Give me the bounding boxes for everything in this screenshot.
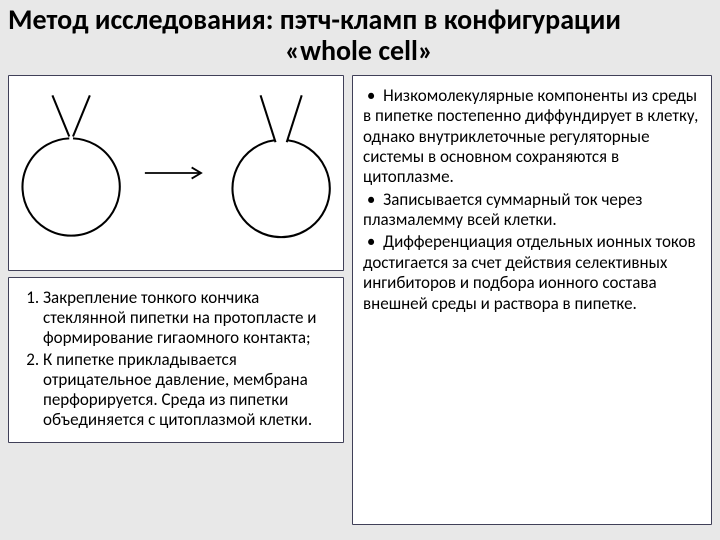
title-line2: «whole cell» [8,35,710,66]
arrow-icon [143,163,208,183]
diagram-cell-attached [15,88,127,258]
bullet-dot-icon: • [367,189,379,210]
bullet-item: • Записывается суммарный ток через плазм… [363,190,701,231]
bullet-item: • Низкомолекулярные компоненты из среды … [363,86,701,188]
title-line1: Метод исследования: пэтч-кламп в конфигу… [8,2,621,37]
slide: Метод исследования: пэтч-кламп в конфигу… [0,0,720,540]
bullet-text: Записывается суммарный ток через плазмал… [363,189,642,230]
steps-box: Закрепление тонкого кончика стеклянной п… [8,277,344,443]
diagram-cell-wholecell [225,88,337,258]
bullet-dot-icon: • [367,85,379,106]
figure-box [8,75,344,271]
bullet-item: • Дифференциация отдельных ионных токов … [363,232,701,314]
step-item: Закрепление тонкого кончика стеклянной п… [43,288,333,348]
bullet-text: Дифференциация отдельных ионных токов до… [363,231,696,313]
steps-list: Закрепление тонкого кончика стеклянной п… [19,288,333,430]
right-column: • Низкомолекулярные компоненты из среды … [352,75,712,525]
step-item: К пипетке прикладывается отрицательное д… [43,350,333,430]
slide-title: Метод исследования: пэтч-кламп в конфигу… [0,0,720,69]
content-columns: Закрепление тонкого кончика стеклянной п… [0,69,720,533]
bullet-dot-icon: • [367,231,379,252]
bullets-box: • Низкомолекулярные компоненты из среды … [352,75,712,525]
left-column: Закрепление тонкого кончика стеклянной п… [8,75,344,525]
bullet-text: Низкомолекулярные компоненты из среды в … [363,85,698,188]
